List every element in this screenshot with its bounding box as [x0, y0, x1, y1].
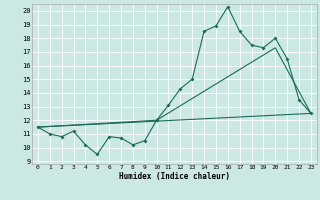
X-axis label: Humidex (Indice chaleur): Humidex (Indice chaleur)	[119, 172, 230, 181]
